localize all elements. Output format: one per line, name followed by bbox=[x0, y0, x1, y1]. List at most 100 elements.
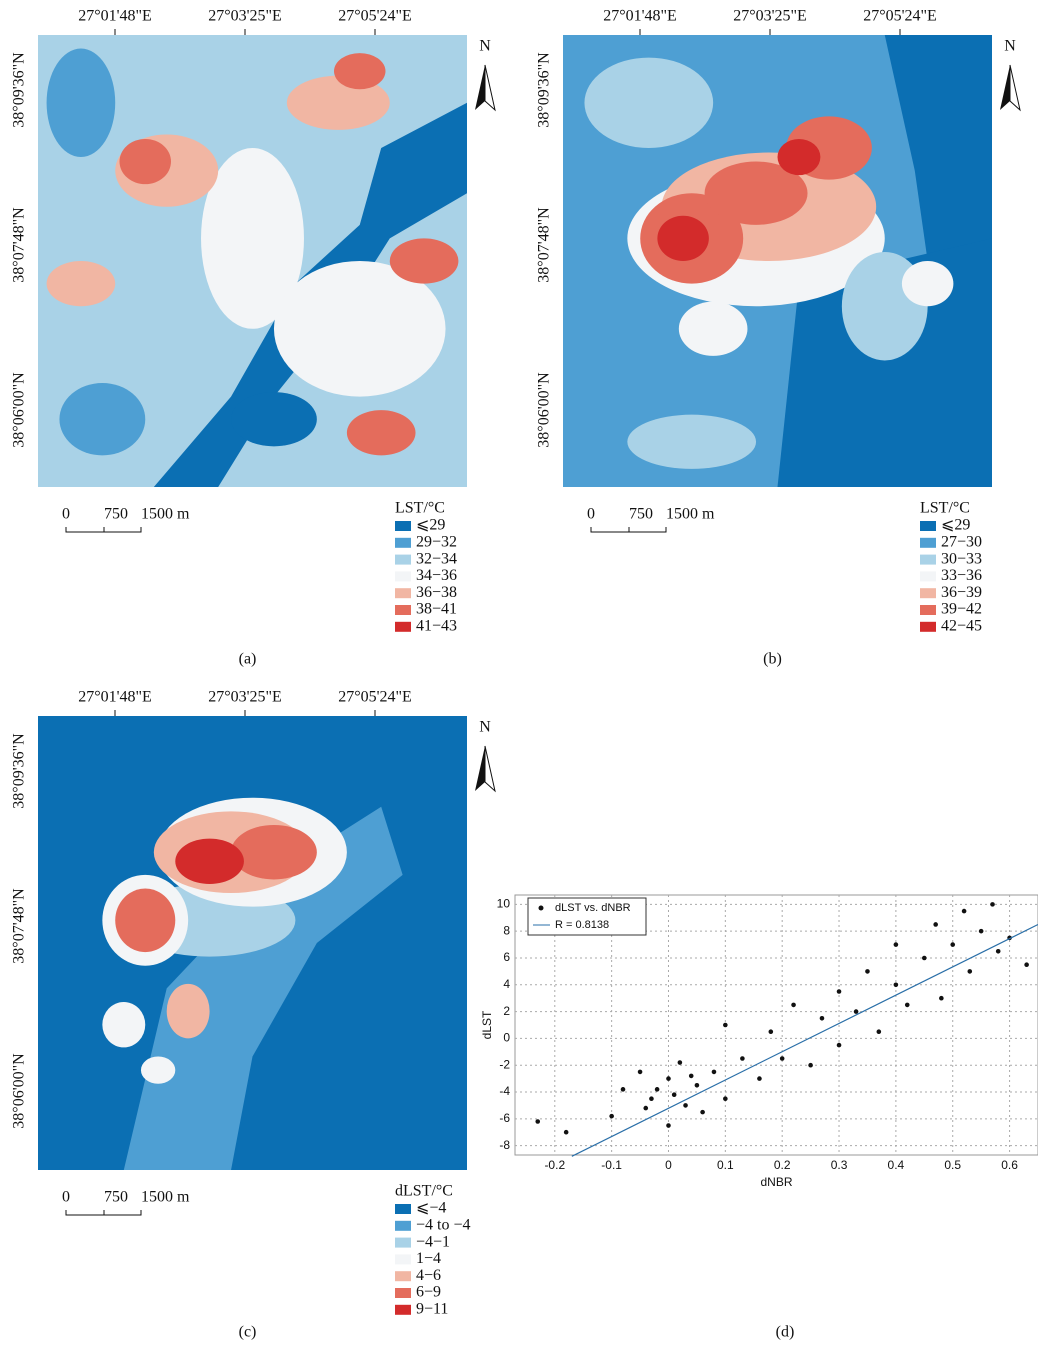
legend-swatch bbox=[920, 605, 936, 615]
point bbox=[865, 969, 870, 974]
legend-label: 29−32 bbox=[416, 533, 457, 550]
latitude-label: 38°09'36"N bbox=[536, 52, 553, 128]
point bbox=[877, 1029, 882, 1034]
point bbox=[643, 1106, 648, 1111]
point bbox=[990, 902, 995, 907]
legend-swatch bbox=[920, 588, 936, 598]
point bbox=[740, 1056, 745, 1061]
y-tick-label: 8 bbox=[503, 923, 510, 937]
point bbox=[683, 1103, 688, 1108]
map-region bbox=[120, 139, 171, 184]
point bbox=[757, 1076, 762, 1081]
map-region bbox=[347, 410, 416, 455]
point bbox=[655, 1087, 660, 1092]
scale-label: 1500 m bbox=[141, 1189, 190, 1206]
scale-label: 750 bbox=[629, 506, 653, 523]
caption: (c) bbox=[239, 1324, 257, 1341]
map bbox=[563, 35, 992, 487]
map-region bbox=[778, 139, 821, 175]
point bbox=[933, 922, 938, 927]
legend-swatch bbox=[395, 622, 411, 632]
map-region bbox=[175, 839, 244, 884]
legend-swatch bbox=[395, 1305, 411, 1315]
legend-label: −4 to −4 bbox=[416, 1216, 471, 1233]
point bbox=[672, 1092, 677, 1097]
latitude-label: 38°06'00"N bbox=[11, 372, 28, 448]
y-tick-label: -6 bbox=[499, 1111, 510, 1125]
north-label: N bbox=[479, 38, 491, 55]
legend-label: 33−36 bbox=[941, 567, 982, 584]
longitude-label: 27°01'48"E bbox=[78, 8, 152, 25]
point bbox=[649, 1096, 654, 1101]
x-tick-label: 0.6 bbox=[1001, 1158, 1018, 1172]
map-region bbox=[584, 58, 713, 148]
map-region bbox=[141, 1057, 175, 1084]
point bbox=[854, 1009, 859, 1014]
x-axis-label: dNBR bbox=[760, 1175, 792, 1189]
point bbox=[979, 929, 984, 934]
x-tick-label: -0.1 bbox=[601, 1158, 622, 1172]
point bbox=[967, 969, 972, 974]
legend-label: 41−43 bbox=[416, 617, 457, 634]
legend-label: 6−9 bbox=[416, 1284, 441, 1301]
legend-label: dLST vs. dNBR bbox=[555, 902, 631, 914]
legend-swatch bbox=[920, 538, 936, 548]
legend-swatch bbox=[395, 1254, 411, 1264]
north-arrow bbox=[475, 746, 485, 791]
point bbox=[609, 1114, 614, 1119]
map-region bbox=[231, 825, 317, 879]
map-region bbox=[115, 889, 175, 953]
legend-label: 42−45 bbox=[941, 617, 982, 634]
point bbox=[678, 1060, 683, 1065]
point bbox=[837, 1043, 842, 1048]
point bbox=[769, 1029, 774, 1034]
scale-label: 1500 m bbox=[141, 506, 190, 523]
point bbox=[922, 956, 927, 961]
point bbox=[894, 982, 899, 987]
map bbox=[38, 35, 467, 487]
x-tick-label: 0 bbox=[665, 1158, 672, 1172]
map-region bbox=[390, 238, 459, 283]
x-tick-label: 0.2 bbox=[774, 1158, 791, 1172]
longitude-label: 27°01'48"E bbox=[603, 8, 677, 25]
scale-bar bbox=[591, 527, 666, 532]
y-tick-label: -4 bbox=[499, 1084, 510, 1098]
legend-swatch bbox=[395, 1204, 411, 1214]
point bbox=[666, 1123, 671, 1128]
point bbox=[723, 1096, 728, 1101]
longitude-label: 27°01'48"E bbox=[78, 689, 152, 706]
longitude-label: 27°05'24"E bbox=[863, 8, 937, 25]
scale-label: 0 bbox=[587, 506, 595, 523]
latitude-label: 38°07'48"N bbox=[536, 207, 553, 283]
x-tick-label: 0.1 bbox=[717, 1158, 734, 1172]
point bbox=[905, 1003, 910, 1008]
legend-label: 32−34 bbox=[416, 550, 457, 567]
legend-title: LST/°C bbox=[920, 500, 970, 517]
legend-swatch bbox=[395, 521, 411, 531]
point bbox=[837, 989, 842, 994]
scale-bar bbox=[66, 1210, 141, 1215]
legend-label: 39−42 bbox=[941, 601, 982, 618]
y-tick-label: 10 bbox=[497, 897, 511, 911]
legend-label: ⩽−4 bbox=[416, 1200, 446, 1217]
legend-label: −4−1 bbox=[416, 1233, 450, 1250]
map bbox=[38, 716, 467, 1170]
legend-label: ⩽29 bbox=[416, 517, 445, 534]
latitude-label: 38°06'00"N bbox=[536, 372, 553, 448]
caption: (a) bbox=[239, 651, 257, 668]
north-arrow bbox=[485, 65, 495, 110]
legend-swatch bbox=[395, 1221, 411, 1231]
x-tick-label: -0.2 bbox=[544, 1158, 565, 1172]
scale-bar bbox=[66, 527, 141, 532]
legend-swatch bbox=[395, 1271, 411, 1281]
legend-label: 34−36 bbox=[416, 567, 457, 584]
latitude-label: 38°09'36"N bbox=[11, 733, 28, 809]
point bbox=[535, 1119, 540, 1124]
map-region bbox=[102, 1002, 145, 1047]
legend-swatch bbox=[920, 571, 936, 581]
legend-swatch bbox=[395, 1238, 411, 1248]
x-tick-label: 0.3 bbox=[831, 1158, 848, 1172]
legend-label: 9−11 bbox=[416, 1300, 448, 1317]
y-tick-label: 0 bbox=[503, 1031, 510, 1045]
point bbox=[962, 909, 967, 914]
